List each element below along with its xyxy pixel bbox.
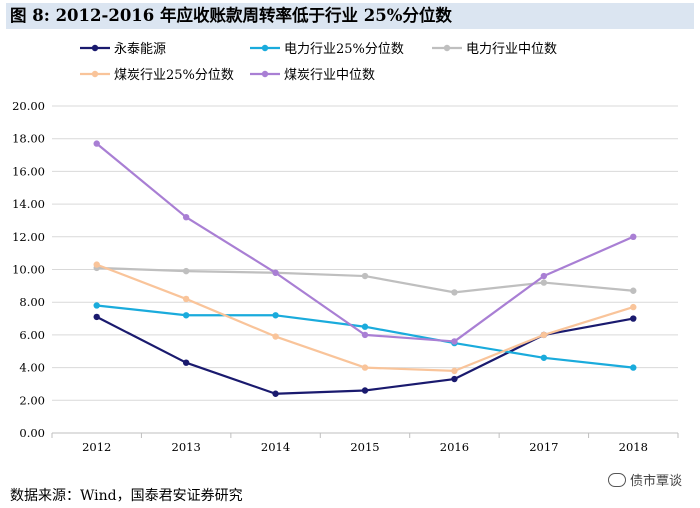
- watermark: 债市覃谈: [607, 470, 682, 489]
- legend-label: 电力行业25%分位数: [284, 42, 404, 57]
- legend-marker: [261, 44, 269, 52]
- wechat-logo-icon: [607, 473, 626, 487]
- legend-marker: [91, 70, 99, 78]
- data-point: [93, 140, 100, 147]
- y-tick-label: 12.00: [12, 230, 45, 244]
- y-axis: 0.00 2.00 4.00 6.00 8.00 10.00 12.00 14.00 16.00…: [12, 99, 45, 440]
- figure-label: 图 8:: [10, 6, 50, 25]
- gridlines: [52, 105, 678, 401]
- data-point: [272, 333, 279, 340]
- y-tick-label: 2.00: [19, 393, 45, 407]
- data-point: [451, 375, 458, 383]
- data-point: [540, 279, 548, 286]
- series-煤炭行业中位数: [93, 140, 637, 345]
- legend-marker: [443, 44, 451, 52]
- data-point: [93, 313, 100, 321]
- y-tick-label: 8.00: [19, 295, 45, 309]
- series-line: [96, 263, 634, 372]
- figure-title: 图 8: 2012-2016 年应收账款周转率低于行业 25%分位数: [6, 3, 694, 29]
- legend-item: 永泰能源: [80, 42, 166, 57]
- x-tick-label: 2017: [529, 440, 558, 454]
- y-tick-label: 0.00: [19, 426, 45, 440]
- x-tick-label: 2013: [172, 440, 201, 454]
- x-tick-label: 2018: [619, 440, 648, 454]
- data-point: [182, 359, 190, 366]
- y-tick-label: 4.00: [19, 361, 45, 375]
- data-point: [540, 272, 548, 280]
- legend-marker: [91, 44, 99, 52]
- y-tick-label: 6.00: [19, 328, 45, 342]
- legend-label: 电力行业中位数: [466, 42, 557, 57]
- series-line: [96, 142, 634, 343]
- legend-item: 电力行业中位数: [432, 42, 557, 57]
- data-point: [630, 287, 637, 294]
- data-point: [540, 354, 548, 361]
- figure-title-text: 2012-2016 年应收账款周转率低于行业 25%分位数: [55, 6, 452, 25]
- series-煤炭行业25%分位数: [93, 261, 637, 375]
- legend-marker: [261, 70, 269, 78]
- data-point: [630, 303, 637, 311]
- data-point: [451, 289, 458, 296]
- legend-item: 电力行业25%分位数: [250, 42, 404, 57]
- data-point: [451, 367, 458, 375]
- data-point: [361, 387, 369, 394]
- series-group: [93, 140, 637, 397]
- data-point: [451, 338, 458, 345]
- data-point: [272, 390, 279, 397]
- data-point: [630, 233, 637, 240]
- x-tick-label: 2012: [82, 440, 111, 454]
- data-point: [182, 295, 190, 303]
- data-point: [361, 272, 369, 280]
- data-point: [272, 269, 279, 276]
- data-point: [361, 331, 369, 339]
- legend-label: 永泰能源: [114, 42, 166, 57]
- data-point: [182, 312, 190, 319]
- data-point: [540, 331, 548, 339]
- y-tick-label: 20.00: [12, 99, 45, 113]
- legend-label: 煤炭行业中位数: [284, 68, 375, 83]
- data-point: [630, 315, 637, 322]
- data-point: [182, 213, 190, 221]
- x-tick-label: 2014: [261, 440, 290, 454]
- x-tick-label: 2015: [350, 440, 379, 454]
- y-tick-label: 14.00: [12, 197, 45, 211]
- x-tick-label: 2016: [440, 440, 469, 454]
- y-tick-label: 10.00: [12, 263, 45, 277]
- data-point: [93, 261, 100, 268]
- series-电力行业中位数: [93, 264, 637, 296]
- y-tick-label: 18.00: [12, 132, 45, 146]
- data-point: [361, 323, 369, 330]
- legend-label: 煤炭行业25%分位数: [114, 68, 234, 83]
- x-axis: 2012 2013 2014 2015 2016 2017 2018: [51, 432, 679, 454]
- y-tick-label: 16.00: [12, 164, 45, 178]
- data-point: [93, 302, 100, 309]
- source-note: 数据来源：Wind，国泰君安证券研究: [10, 488, 243, 504]
- data-point: [361, 364, 369, 371]
- data-point: [182, 267, 190, 275]
- legend-item: 煤炭行业中位数: [250, 68, 375, 83]
- data-point: [272, 312, 279, 319]
- data-point: [630, 364, 637, 371]
- watermark-text: 债市覃谈: [629, 474, 682, 489]
- legend-item: 煤炭行业25%分位数: [80, 68, 234, 83]
